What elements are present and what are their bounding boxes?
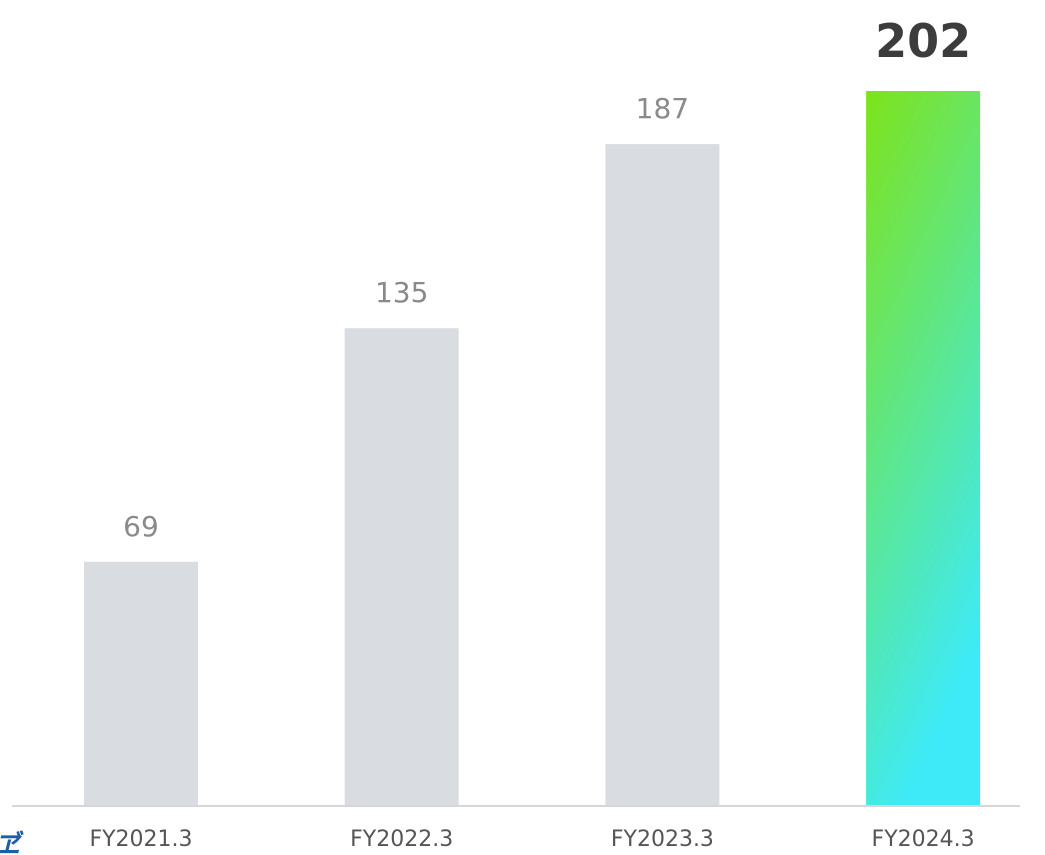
bar-FY2024.3 bbox=[866, 91, 981, 806]
value-label-FY2021.3: 69 bbox=[123, 510, 159, 543]
x-tick-label-FY2021.3: FY2021.3 bbox=[89, 827, 192, 852]
brand-logo-fragment-icon: ヹ bbox=[0, 830, 24, 855]
x-tick-label-FY2024.3: FY2024.3 bbox=[872, 827, 975, 852]
x-tick-labels-group: FY2021.3 FY2022.3 FY2023.3 FY2024.3 bbox=[89, 827, 974, 852]
value-label-FY2022.3: 135 bbox=[375, 276, 428, 309]
x-tick-label-FY2022.3: FY2022.3 bbox=[350, 827, 453, 852]
bars-group bbox=[84, 91, 981, 807]
x-tick-label-FY2023.3: FY2023.3 bbox=[611, 827, 714, 852]
bar-FY2023.3 bbox=[605, 144, 720, 807]
bar-FY2022.3 bbox=[344, 328, 459, 806]
value-labels-group: 69 135 187 202 bbox=[123, 14, 971, 543]
bar-FY2021.3 bbox=[84, 561, 198, 806]
value-label-FY2023.3: 187 bbox=[636, 92, 689, 125]
value-label-FY2024.3: 202 bbox=[875, 14, 971, 68]
